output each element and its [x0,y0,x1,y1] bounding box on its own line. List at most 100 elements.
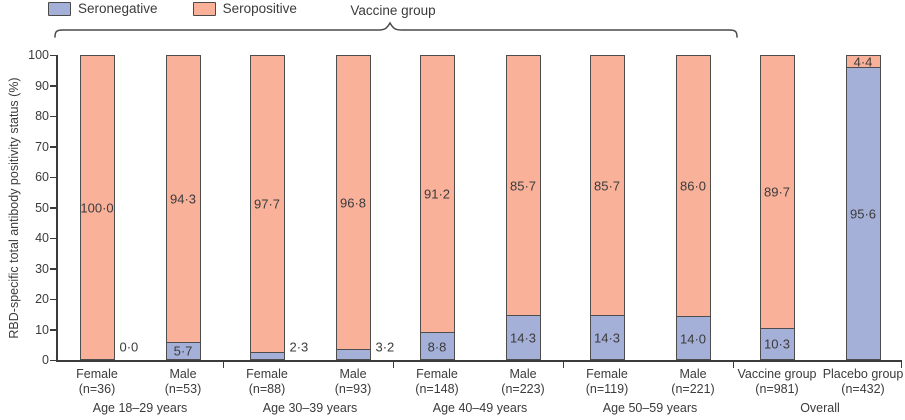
seropositive-value-label: 89·7 [763,184,791,200]
category-n: (n=981) [755,381,799,396]
seronegative-swatch-icon [48,1,71,16]
y-tick-label: 10 [35,322,49,337]
seronegative-segment [590,315,624,359]
seronegative-value-label: 3·2 [375,339,395,355]
vaccine-group-label: Vaccine group [350,3,436,18]
y-tick-label: 90 [35,78,49,93]
y-tick-label: 70 [35,139,49,154]
seronegative-segment [506,315,540,359]
category-name: Male [679,367,707,381]
seronegative-value-label: 2·3 [289,339,309,355]
group-label-age-40-49-years: Age 40–49 years [432,401,528,415]
category-name: Vaccine group [737,367,817,381]
x-category-label-female: Female (n=36) [76,367,118,396]
seronegative-segment [420,332,454,359]
category-name: Female [586,367,628,381]
x-category-label-male: Male (n=223) [501,367,544,396]
x-category-label-male: Male (n=221) [671,367,714,396]
seropositive-value-label: 96·8 [339,195,367,211]
y-tick-label: 60 [35,170,49,184]
seropositive-value-label: 85·7 [509,178,537,194]
seropositive-value-label: 85·7 [593,178,621,194]
y-tick-mark [50,237,57,240]
y-tick-mark [50,115,57,118]
seropositive-value-label: 97·7 [253,196,281,212]
y-tick-mark [50,207,57,209]
seropositive-value-label: 91·2 [423,186,451,202]
seronegative-value-label: 14·3 [593,330,621,346]
seronegative-segment [166,341,200,359]
bar-female-age-50-59-years [589,55,625,360]
x-category-label-male: Male (n=93) [335,367,371,396]
y-tick-mark [50,85,57,87]
x-category-label-female: Female (n=148) [415,367,458,396]
y-tick-label: 80 [35,109,49,123]
legend-label-seronegative: Seronegative [78,1,158,16]
y-tick-label: 100 [28,48,49,62]
bar-male-age-50-59-years [675,55,711,360]
category-n: (n=223) [501,381,545,396]
group-label-age-18-29-years: Age 18–29 years [92,401,188,415]
group-label-age-50-59-years: Age 50–59 years [602,401,698,415]
x-category-label-placebo-group: Placebo group (n=432) [823,367,904,396]
y-tick-mark [50,268,57,270]
x-axis-line [56,360,902,362]
y-tick-label: 30 [35,261,49,276]
category-name: Female [416,367,458,381]
seronegative-segment [676,316,710,359]
x-axis-group-separator-tick [733,360,735,368]
bar-male-age-30-39-years [335,55,371,360]
bar-female-age-30-39-years [249,55,285,360]
legend-item-seronegative: Seronegative [48,1,158,16]
x-category-label-male: Male (n=53) [165,367,201,396]
y-tick-mark [50,176,57,179]
category-n: (n=53) [164,381,202,396]
category-name: Female [246,367,288,381]
legend: Seronegative Seropositive [48,1,297,16]
x-category-label-female: Female (n=119) [586,367,629,396]
category-name: Male [169,367,197,381]
legend-label-seropositive: Seropositive [222,1,297,16]
bar-male-age-18-29-years [165,55,201,360]
y-tick-label: 0 [42,353,49,367]
category-n: (n=88) [248,381,286,396]
y-tick-label: 20 [35,292,49,306]
bar-male-age-40-49-years [505,55,541,360]
x-axis-group-separator-tick [223,360,225,368]
seronegative-segment [250,352,284,359]
category-n: (n=432) [841,381,885,396]
x-category-label-vaccine-group: Vaccine group (n=981) [738,367,817,396]
category-name: Female [76,367,118,381]
bar-placebo-group-overall [845,55,881,360]
category-name: Male [339,367,367,381]
x-axis-group-separator-tick [563,360,565,368]
seronegative-segment [760,327,794,359]
y-tick-mark [50,54,57,57]
category-n: (n=36) [78,381,116,396]
category-n: (n=148) [415,381,459,396]
y-tick-mark [50,146,57,148]
seropositive-value-label: 4·4 [853,54,873,70]
seronegative-value-label: 95·6 [849,206,877,222]
y-tick-mark [50,359,57,362]
seronegative-value-label: 14·3 [509,330,537,346]
bar-female-age-40-49-years [419,55,455,360]
seropositive-value-label: 100·0 [80,200,114,215]
seropositive-value-label: 94·3 [169,191,197,207]
category-n: (n=221) [671,381,715,396]
category-name: Placebo group [822,367,904,381]
y-tick-label: 50 [35,200,49,215]
bar-female-age-18-29-years [79,55,115,360]
x-axis-group-separator-tick [901,360,903,368]
x-category-label-female: Female (n=88) [246,367,288,396]
category-n: (n=93) [334,381,372,396]
seropositive-value-label: 86·0 [679,178,707,194]
group-label-age-30-39-years: Age 30–39 years [262,401,358,415]
x-axis-group-separator-tick [393,360,395,368]
legend-item-seropositive: Seropositive [192,1,297,16]
seropositive-swatch-icon [192,1,216,16]
seronegative-value-label: 8·8 [427,339,447,355]
seronegative-value-label: 14·0 [679,331,707,347]
y-tick-mark [50,329,57,331]
